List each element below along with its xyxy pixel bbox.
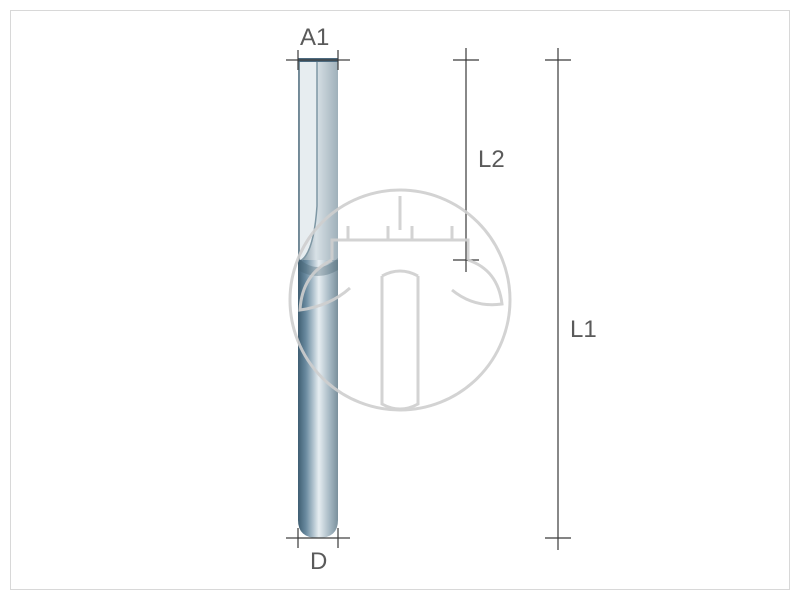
label-a1: A1 <box>300 24 329 52</box>
label-l1: L1 <box>570 316 597 344</box>
label-d: D <box>310 548 327 576</box>
dimension-l2 <box>453 48 479 272</box>
dimension-l1 <box>545 48 571 550</box>
router-bit-drawing <box>0 0 800 600</box>
label-l2: L2 <box>478 146 505 174</box>
